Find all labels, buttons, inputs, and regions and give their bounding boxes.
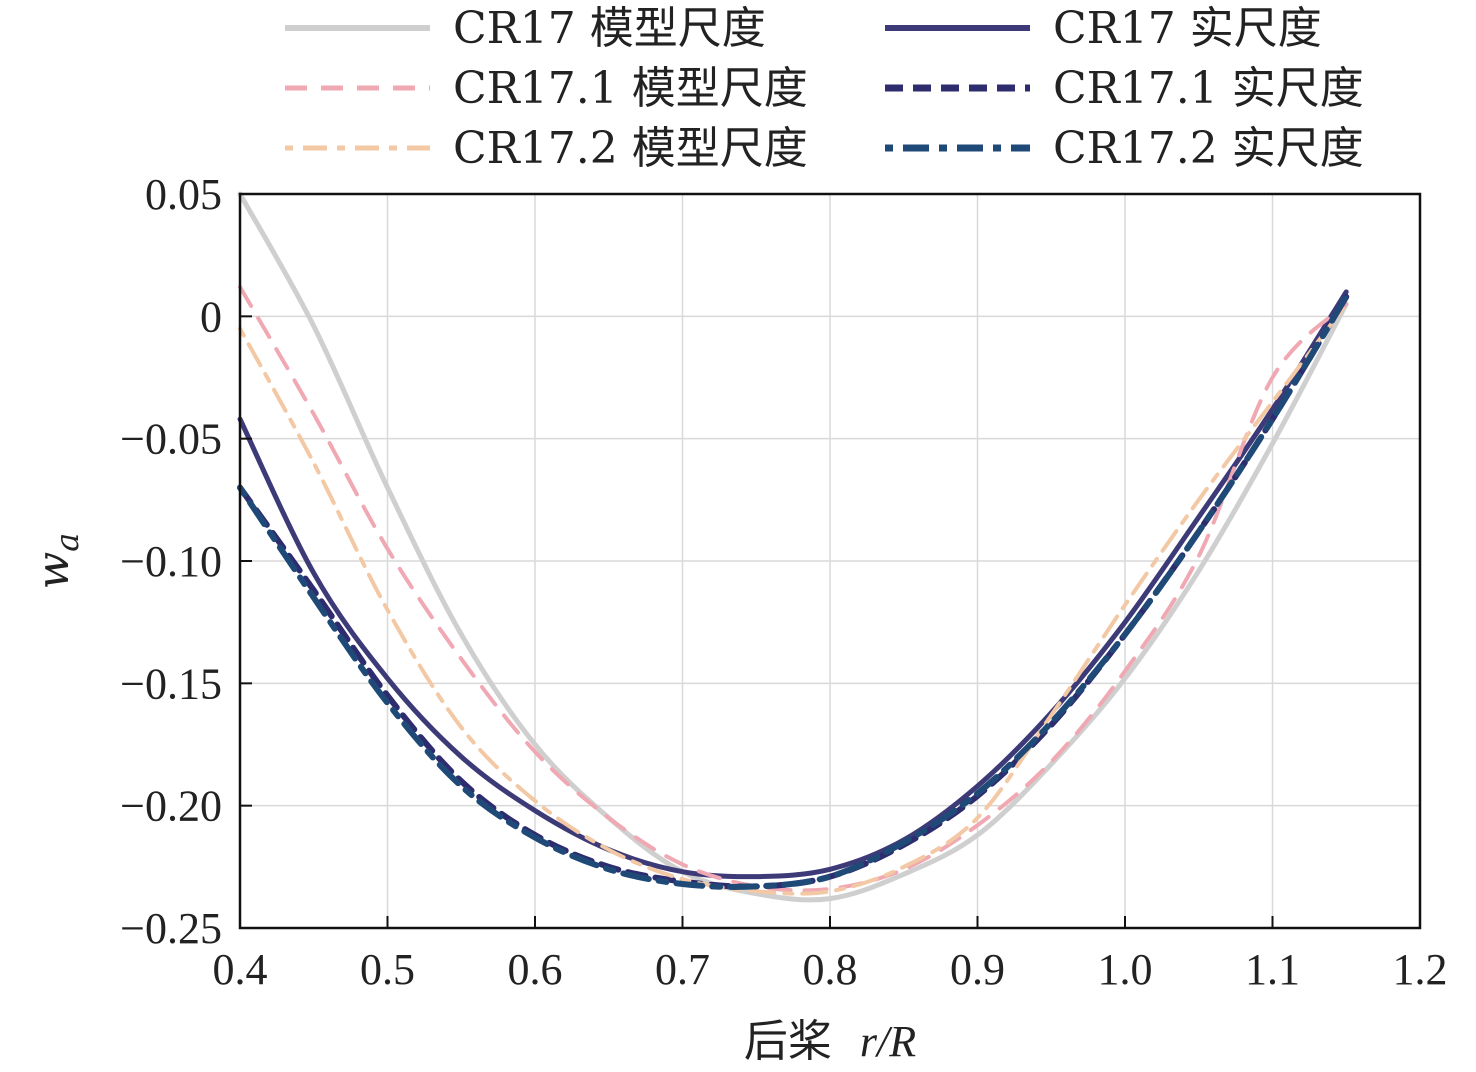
x-tick-label: 0.4 (213, 945, 268, 994)
y-tick-label: −0.25 (120, 904, 222, 953)
y-tick-label: −0.20 (120, 782, 222, 831)
y-axis-title-base: w (28, 552, 79, 590)
x-axis-title-prefix: 后桨 (744, 1016, 832, 1067)
x-tick-label: 0.5 (360, 945, 415, 994)
legend-label: CR17.2 实尺度 (1053, 123, 1364, 174)
y-axis-title-subscript: a (48, 533, 86, 552)
chart-legend: CR17 模型尺度 CR17.1 模型尺度 CR17.2 模型尺度 CR17 实尺度 C… (285, 3, 1364, 174)
x-tick-label: 0.8 (803, 945, 858, 994)
x-tick-label: 1.2 (1393, 945, 1448, 994)
x-tick-label: 1.0 (1098, 945, 1153, 994)
y-tick-label: 0 (200, 292, 222, 341)
x-axis-title: 后桨 r/R (744, 1016, 916, 1067)
legend-label: CR17 模型尺度 (453, 3, 766, 54)
x-axis-title-variable: r/R (860, 1017, 916, 1066)
series-line (238, 285, 1349, 893)
series-lines (237, 191, 1350, 903)
legend-label: CR17.1 实尺度 (1053, 63, 1364, 114)
series-line (237, 293, 1350, 890)
y-tick-label: −0.10 (120, 537, 222, 586)
x-tick-label: 0.6 (508, 945, 563, 994)
series-line (237, 191, 1349, 903)
legend-label: CR17.1 模型尺度 (453, 63, 808, 114)
grid-lines (240, 194, 1420, 928)
y-axis-title: wa (28, 533, 86, 590)
y-tick-label: −0.15 (120, 659, 222, 708)
legend-label: CR17.2 模型尺度 (453, 123, 808, 174)
y-tick-label: 0.05 (145, 170, 222, 219)
x-tick-label: 1.1 (1245, 945, 1300, 994)
series-line (237, 289, 1349, 880)
series-line (237, 293, 1350, 890)
axis-ticks (239, 193, 1421, 929)
x-tick-label: 0.7 (655, 945, 710, 994)
x-tick-label: 0.9 (950, 945, 1005, 994)
axis-tick-labels: 0.4 0.5 0.6 0.7 0.8 0.9 1.0 1.1 1.2 0.05 0 −0.05 −0.… (120, 170, 1447, 994)
series-line (238, 302, 1349, 896)
y-tick-label: −0.05 (120, 415, 222, 464)
legend-label: CR17 实尺度 (1053, 3, 1322, 54)
